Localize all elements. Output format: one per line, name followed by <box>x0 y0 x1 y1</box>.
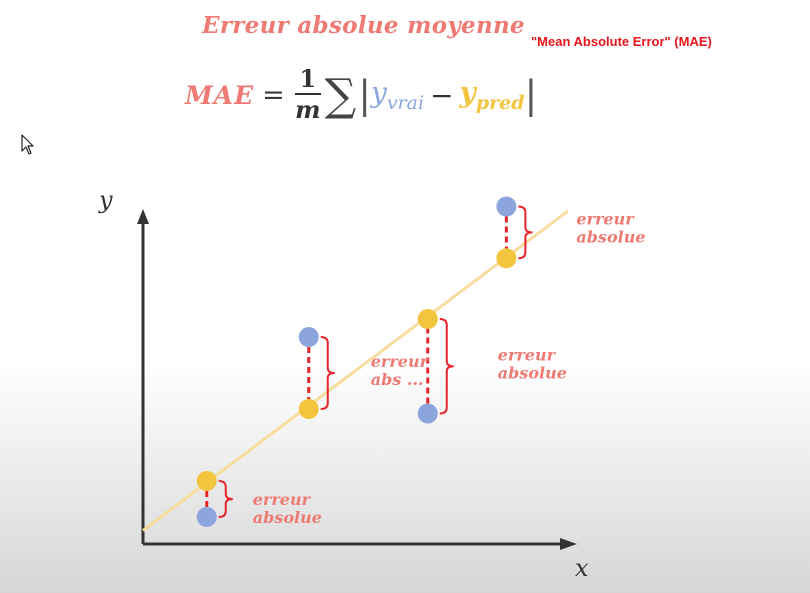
formula-equals: = <box>262 79 285 111</box>
x-axis-label: x <box>575 554 589 582</box>
y-axis-arrow <box>137 209 149 224</box>
y-true-term: yvrai <box>371 76 424 114</box>
error-brace <box>518 205 533 260</box>
formula-minus: − <box>430 78 454 112</box>
error-label: erreur absolue <box>498 345 567 382</box>
y-true-symbol: y <box>371 76 387 109</box>
error-brace <box>320 336 335 410</box>
y-true-subscript: vrai <box>386 92 425 114</box>
mae-formula: MAE = 1 m ∑ | yvrai − ypred | <box>185 60 537 130</box>
predicted-point <box>196 471 217 491</box>
abs-bar-right: | <box>524 73 538 117</box>
y-axis-label: y <box>98 186 113 214</box>
mouse-cursor-icon <box>21 134 34 155</box>
error-label: erreur absolue <box>253 490 322 527</box>
formula-fraction: 1 m <box>294 64 321 125</box>
sum-symbol: ∑ <box>324 69 357 121</box>
page-title: Erreur absolue moyenne <box>202 12 525 39</box>
predicted-point <box>496 248 517 269</box>
x-axis-arrow <box>560 538 577 550</box>
predicted-point <box>417 309 438 329</box>
error-label: erreur absolue <box>576 209 645 246</box>
y-pred-term: ypred <box>460 76 525 114</box>
fraction-numerator: 1 <box>299 64 317 93</box>
fraction-denominator: m <box>295 95 321 124</box>
error-brace <box>439 318 454 415</box>
formula-lhs: MAE <box>185 80 255 110</box>
y-pred-symbol: y <box>459 76 476 109</box>
y-pred-subscript: pred <box>475 92 525 114</box>
true-point <box>496 196 517 217</box>
predicted-point <box>298 399 319 419</box>
true-point <box>298 327 319 347</box>
true-point <box>417 403 438 424</box>
error-brace <box>218 480 233 518</box>
fraction-bar <box>294 93 321 95</box>
error-label: erreur abs ... <box>371 352 430 389</box>
abs-bar-left: | <box>358 73 371 117</box>
page-subtitle: "Mean Absolute Error" (MAE) <box>531 34 712 49</box>
true-point <box>196 507 217 527</box>
